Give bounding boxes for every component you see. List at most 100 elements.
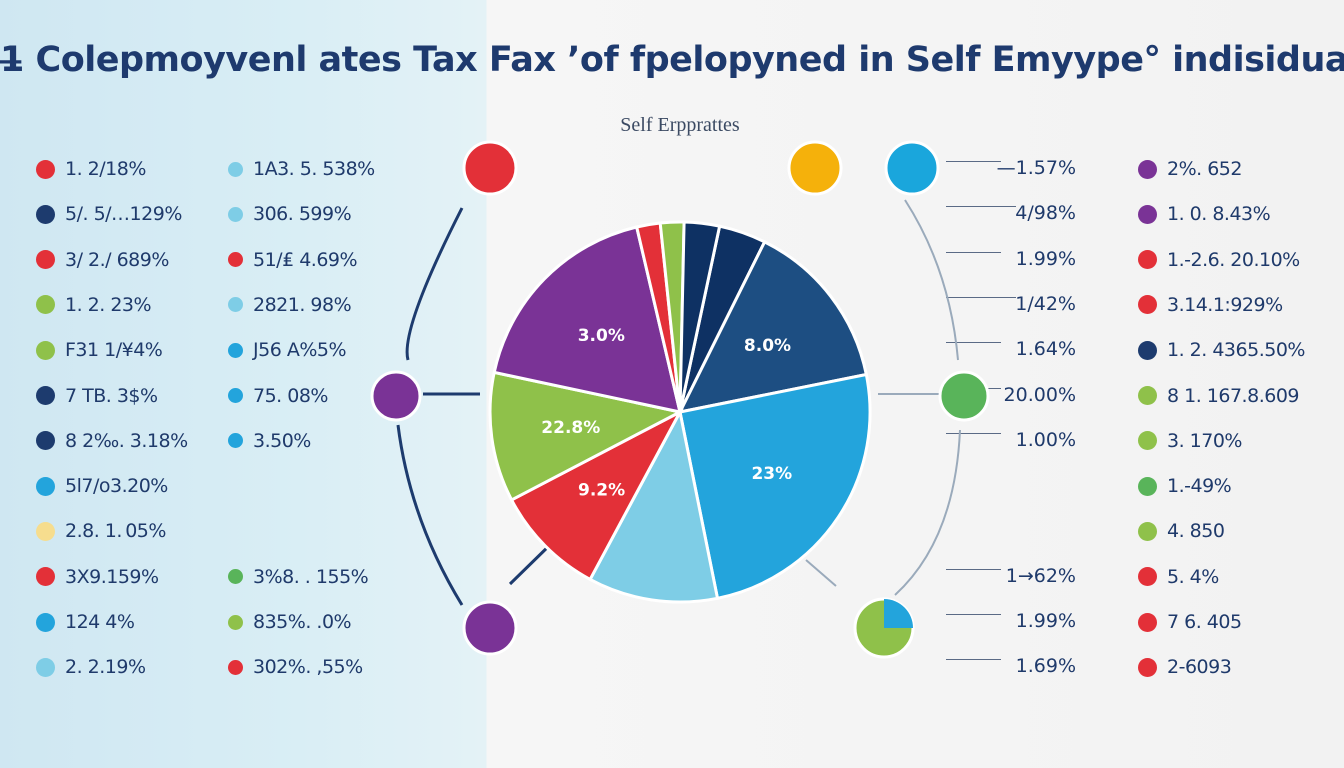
legend-dot-icon bbox=[36, 250, 55, 270]
pie-slice bbox=[488, 370, 685, 502]
legend-dot-icon bbox=[228, 569, 243, 585]
right-value-label: 1.99% bbox=[1015, 247, 1076, 270]
pie-slice bbox=[678, 372, 872, 601]
legend-left2-label: 2821. 98% bbox=[253, 293, 352, 316]
legend-dot-icon bbox=[36, 295, 55, 315]
legend-left2-label: 75. 08% bbox=[253, 384, 329, 407]
legend-right-label: 1. 0. 8.43% bbox=[1167, 203, 1271, 226]
legend-right-item: 7 6. 405 bbox=[1138, 610, 1242, 634]
leader-line bbox=[946, 659, 1001, 661]
left-connector-arc bbox=[405, 207, 464, 361]
legend-left2-label: 306. 599% bbox=[253, 203, 352, 226]
legend-dot-icon bbox=[1138, 340, 1157, 360]
legend-dot-icon bbox=[228, 659, 243, 675]
legend-right-label: 1.-2.6. 20.10% bbox=[1167, 248, 1300, 271]
legend-left2-item: 1A3. 5. 538% bbox=[228, 157, 375, 181]
pie-slice bbox=[678, 220, 722, 413]
legend-dot-icon bbox=[228, 206, 243, 222]
legend-left1-label: 124 4% bbox=[65, 611, 135, 633]
legend-right-label: 8 1. 167.8.609 bbox=[1167, 384, 1300, 407]
legend-left1-label: 1. 2/18% bbox=[65, 158, 146, 180]
legend-left1-item: 8 2‰. 3.18% bbox=[36, 429, 188, 453]
right-value-label: 4/98% bbox=[1015, 202, 1076, 225]
legend-dot-icon bbox=[36, 340, 55, 360]
legend-dot-icon bbox=[36, 431, 55, 451]
right-value-label: 1/42% bbox=[1015, 292, 1076, 315]
legend-right-item: 1.-49% bbox=[1138, 474, 1232, 498]
legend-left1-label: F31 1/¥4% bbox=[65, 339, 163, 362]
legend-dot-icon bbox=[36, 204, 55, 224]
chart-subtitle: Self Erpprattes bbox=[620, 114, 740, 136]
legend-dot-icon bbox=[228, 614, 243, 630]
legend-dot-icon bbox=[228, 297, 243, 313]
legend-right-label: 4. 850 bbox=[1167, 520, 1225, 543]
leader-line bbox=[946, 568, 1001, 570]
legend-dot-icon bbox=[228, 252, 243, 268]
leader-line bbox=[946, 432, 1001, 434]
legend-left2-item: 302%. ,55% bbox=[228, 655, 363, 679]
legend-right-label: 2-6093 bbox=[1167, 656, 1232, 679]
legend-dot-icon bbox=[1138, 476, 1157, 496]
legend-left1-item: 5/. 5/…129% bbox=[36, 202, 182, 226]
leader-line bbox=[946, 614, 1001, 615]
node-purple-icon bbox=[370, 370, 422, 422]
legend-left2-item: 51/₤ 4.69% bbox=[228, 248, 358, 272]
legend-dot-icon bbox=[228, 161, 243, 177]
legend-left2-item: 3%8. . 155% bbox=[228, 565, 369, 589]
legend-right-item: 5. 4% bbox=[1138, 565, 1219, 589]
legend-left1-label: 2.8. 1. 05% bbox=[65, 520, 166, 543]
legend-left1-item: 1. 2/18% bbox=[36, 157, 146, 181]
legend-dot-icon bbox=[1138, 159, 1157, 179]
legend-left2-label: 3.50% bbox=[253, 429, 311, 452]
legend-dot-icon bbox=[36, 567, 55, 587]
leader-line bbox=[946, 206, 1016, 208]
legend-dot-icon bbox=[36, 386, 55, 405]
legend-left1-item: 1. 2. 23% bbox=[36, 293, 152, 317]
legend-left1-label: 1. 2. 23% bbox=[65, 293, 152, 316]
legend-right-item: 1.-2.6. 20.10% bbox=[1138, 248, 1300, 272]
legend-right-item: 2%. 652 bbox=[1138, 157, 1243, 181]
legend-left2-label: 1A3. 5. 538% bbox=[253, 158, 375, 180]
legend-right-item: 1. 2. 4365.50% bbox=[1138, 338, 1305, 362]
legend-left1-item: 124 4% bbox=[36, 610, 135, 634]
right-value-label: 1→62% bbox=[1005, 564, 1076, 587]
legend-left2-item: 306. 599% bbox=[228, 202, 352, 226]
legend-dot-icon bbox=[36, 521, 55, 541]
legend-right-item: 3.14.1:929% bbox=[1138, 293, 1283, 317]
legend-dot-icon bbox=[1138, 386, 1157, 405]
legend-dot-icon bbox=[1138, 250, 1157, 270]
legend-right-item: 4. 850 bbox=[1138, 519, 1225, 543]
legend-left1-item: 2. 2.19% bbox=[36, 655, 146, 679]
legend-right-label: 1. 2. 4365.50% bbox=[1167, 339, 1305, 362]
node-red-icon bbox=[462, 140, 518, 196]
leader-line bbox=[946, 342, 1001, 344]
legend-left1-label: 3/ 2./ 689% bbox=[65, 248, 169, 271]
legend-dot-icon bbox=[1138, 431, 1157, 451]
pie-slices bbox=[488, 220, 872, 604]
pie-slice bbox=[509, 408, 684, 582]
legend-left2-label: 835%. .0% bbox=[253, 611, 352, 633]
pie-slice bbox=[588, 407, 720, 604]
legend-left1-label: 8 2‰. 3.18% bbox=[65, 429, 188, 452]
leader-line bbox=[946, 296, 1016, 298]
right-lower-arc bbox=[894, 429, 961, 596]
legend-left1-item: 7 TB. 3$% bbox=[36, 384, 158, 408]
node-green-icon bbox=[938, 370, 990, 422]
right-connector-arc bbox=[904, 199, 959, 361]
legend-left1-label: 5l7/o3.20% bbox=[65, 475, 168, 498]
node-cyan-icon bbox=[884, 140, 940, 196]
right-value-label: —1.57% bbox=[996, 157, 1076, 179]
legend-right-item: 8 1. 167.8.609 bbox=[1138, 384, 1300, 408]
legend-left1-item: 2.8. 1. 05% bbox=[36, 519, 166, 543]
pie-slice bbox=[677, 239, 869, 415]
legend-right-label: 5. 4% bbox=[1167, 565, 1219, 588]
node-purple-bottom-icon bbox=[462, 600, 518, 656]
right-value-label: 1.64% bbox=[1015, 338, 1076, 361]
right-value-label: 1.99% bbox=[1015, 610, 1076, 632]
legend-right-label: 3. 170% bbox=[1167, 429, 1243, 452]
legend-left1-item: 3X9.159% bbox=[36, 565, 159, 589]
legend-dot-icon bbox=[36, 159, 55, 179]
legend-left1-label: 5/. 5/…129% bbox=[65, 203, 182, 226]
pie-slice-label: 8.0% bbox=[744, 336, 791, 356]
